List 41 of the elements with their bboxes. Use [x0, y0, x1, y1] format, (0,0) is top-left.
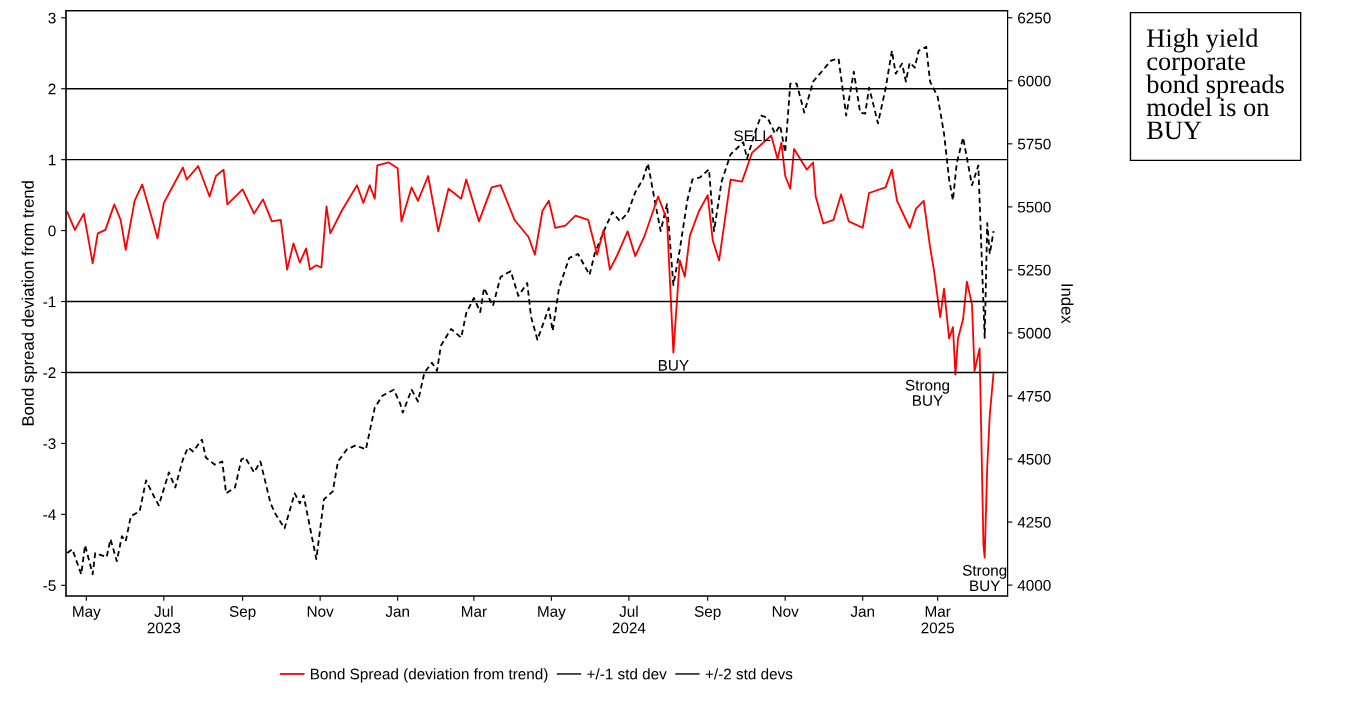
x-tick-label: Jul 2023 [147, 605, 181, 634]
annotation: Strong BUY [905, 379, 950, 406]
annotation: SELL [734, 130, 771, 142]
y2-tick-label: 5500 [1017, 201, 1051, 213]
x-tick-label: Jan [385, 606, 409, 617]
y2-tick-label: 4250 [1017, 516, 1051, 528]
text: High yield corporate bond spreads model is on BUY [1146, 28, 1284, 140]
y2-tick-label: 6250 [1018, 12, 1051, 24]
y2-tick-label: 5000 [1017, 327, 1051, 339]
x-tick-label: Jan [850, 606, 875, 617]
x-tick-label: Nov [307, 606, 334, 617]
x-tick-label: May [538, 606, 566, 620]
legend-label: +/-1 std dev [587, 668, 667, 680]
y2-tick-label: 6000 [1018, 75, 1051, 87]
y-tick-label: -5 [43, 580, 56, 591]
y2-tick-label: 5250 [1017, 264, 1051, 276]
y-tick-label: 3 [48, 12, 56, 24]
annotation: BUY [658, 360, 689, 371]
x-tick-label: Mar [461, 606, 487, 617]
x-tick-label: Sep [229, 606, 256, 620]
y2-tick-label: 4000 [1017, 579, 1051, 591]
y2-tick-label: 5750 [1017, 138, 1051, 150]
y-tick-label: 0 [48, 225, 56, 237]
y2-axis-title: Index [1061, 284, 1074, 324]
y-axis-title: Bond spread deviation from trend [21, 181, 38, 426]
legend-label: +/-2 std devs [705, 668, 793, 680]
y-tick-label: -1 [43, 296, 56, 308]
y-tick-label: 2 [48, 83, 56, 95]
y-tick-label: -2 [43, 367, 56, 379]
x-tick-label: Mar 2025 [921, 606, 955, 634]
y-tick-label: 1 [48, 154, 56, 166]
legend-label: Bond Spread (deviation from trend) [310, 668, 548, 683]
y-tick-label: -4 [43, 509, 56, 520]
x-tick-label: Nov [772, 606, 799, 617]
x-tick-label: Jul 2024 [612, 605, 646, 634]
x-tick-label: May [73, 606, 101, 620]
y2-tick-label: 4500 [1017, 453, 1051, 465]
x-tick-label: Sep [694, 606, 721, 620]
annotation: Strong BUY [962, 564, 1007, 592]
y2-tick-label: 4750 [1017, 390, 1051, 402]
y-tick-label: -3 [43, 438, 56, 450]
